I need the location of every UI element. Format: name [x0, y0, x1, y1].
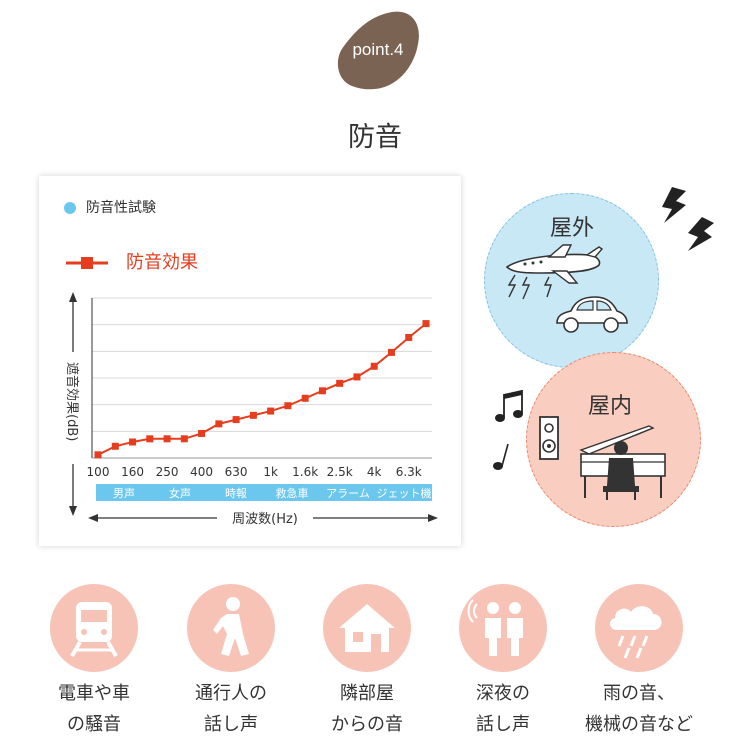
talking-people-icon: [459, 584, 547, 672]
data-point: [232, 416, 240, 424]
data-point: [284, 402, 292, 410]
legend-test-label: 防音性試験: [86, 200, 156, 216]
category-line1: 電車や車: [58, 683, 130, 704]
legend-dot-icon: [64, 202, 76, 214]
data-point: [301, 394, 309, 402]
x-tick-label: 1.6k: [292, 465, 318, 479]
data-point: [267, 407, 275, 415]
series-line: [97, 322, 427, 456]
point-badge-shape: [337, 11, 419, 90]
legend-effect: 防音効果: [64, 248, 198, 274]
music-notes-icon: [493, 390, 523, 470]
chart: 男声 女声 時報 救急車 アラーム ジェット機 100 160 250 400 630 1k 1.6k…: [56, 292, 438, 527]
data-point: [180, 435, 188, 443]
category-line2: 機械の音など: [585, 714, 693, 735]
category-label-night-talk: 深夜の 話し声: [433, 678, 573, 740]
y-axis-label: 遮音効果(dB): [64, 362, 80, 441]
data-point: [129, 438, 137, 446]
category-label-neighbor: 隣部屋 からの音: [297, 678, 437, 740]
legend-effect-label: 防音効果: [126, 252, 198, 273]
x-tick-label: 630: [225, 465, 248, 479]
data-point: [215, 420, 223, 428]
x-tick-label: 1k: [263, 465, 278, 479]
x-tick-label: 4k: [367, 465, 382, 479]
data-point: [249, 411, 257, 419]
data-point: [146, 435, 154, 443]
x-axis-label: 周波数(Hz): [232, 512, 298, 527]
data-point: [111, 442, 119, 450]
indoor-label: 屋内: [587, 394, 632, 419]
data-point: [198, 429, 206, 437]
data-point: [422, 320, 430, 328]
point-badge-label: point.4: [352, 40, 404, 59]
source-band-label: アラーム: [326, 487, 370, 500]
category-line2: からの音: [331, 714, 403, 735]
data-point: [94, 451, 102, 459]
category-line1: 隣部屋: [340, 683, 394, 704]
data-point: [163, 435, 171, 443]
x-tick-label: 100: [87, 465, 110, 479]
category-line1: 深夜の: [476, 683, 530, 704]
data-point: [387, 348, 395, 356]
walking-person-icon: [187, 584, 275, 672]
category-line2: 話し声: [204, 714, 258, 735]
source-band-label: ジェット機: [377, 486, 432, 500]
legend-test: 防音性試験: [64, 197, 156, 217]
page-title: 防音: [348, 122, 402, 153]
rain-cloud-icon: [595, 584, 683, 672]
train-icon: [50, 584, 138, 672]
speaker-icon: [539, 416, 559, 460]
x-tick-label: 160: [121, 465, 144, 479]
piano-icon: [579, 425, 666, 500]
category-line2: の騒音: [67, 714, 121, 735]
data-point: [405, 333, 413, 341]
outdoor-label: 屋外: [549, 216, 594, 241]
x-tick-label: 400: [190, 465, 213, 479]
lightning-icon: [662, 187, 714, 251]
source-band-label: 女声: [169, 486, 191, 500]
legend-line-marker-icon: [66, 257, 108, 269]
data-point: [336, 379, 344, 387]
data-point: [353, 373, 361, 381]
x-tick-label: 6.3k: [396, 465, 422, 479]
x-tick-label: 250: [156, 465, 179, 479]
data-point: [318, 387, 326, 395]
category-label-rain: 雨の音、 機械の音など: [569, 678, 709, 740]
source-band-label: 時報: [225, 487, 247, 500]
airplane-icon: [505, 244, 604, 300]
car-icon: [556, 296, 628, 333]
x-tick-label: 2.5k: [327, 465, 353, 479]
house-icon: [323, 584, 411, 672]
category-label-train: 電車や車 の騒音: [24, 678, 164, 740]
category-line2: 話し声: [476, 714, 530, 735]
source-band-label: 男声: [113, 486, 135, 500]
category-label-passersby: 通行人の 話し声: [161, 678, 301, 740]
category-line1: 雨の音、: [603, 683, 675, 704]
source-band: [96, 484, 432, 501]
source-band-label: 救急車: [276, 486, 309, 500]
category-line1: 通行人の: [195, 683, 267, 704]
data-point: [370, 362, 378, 370]
